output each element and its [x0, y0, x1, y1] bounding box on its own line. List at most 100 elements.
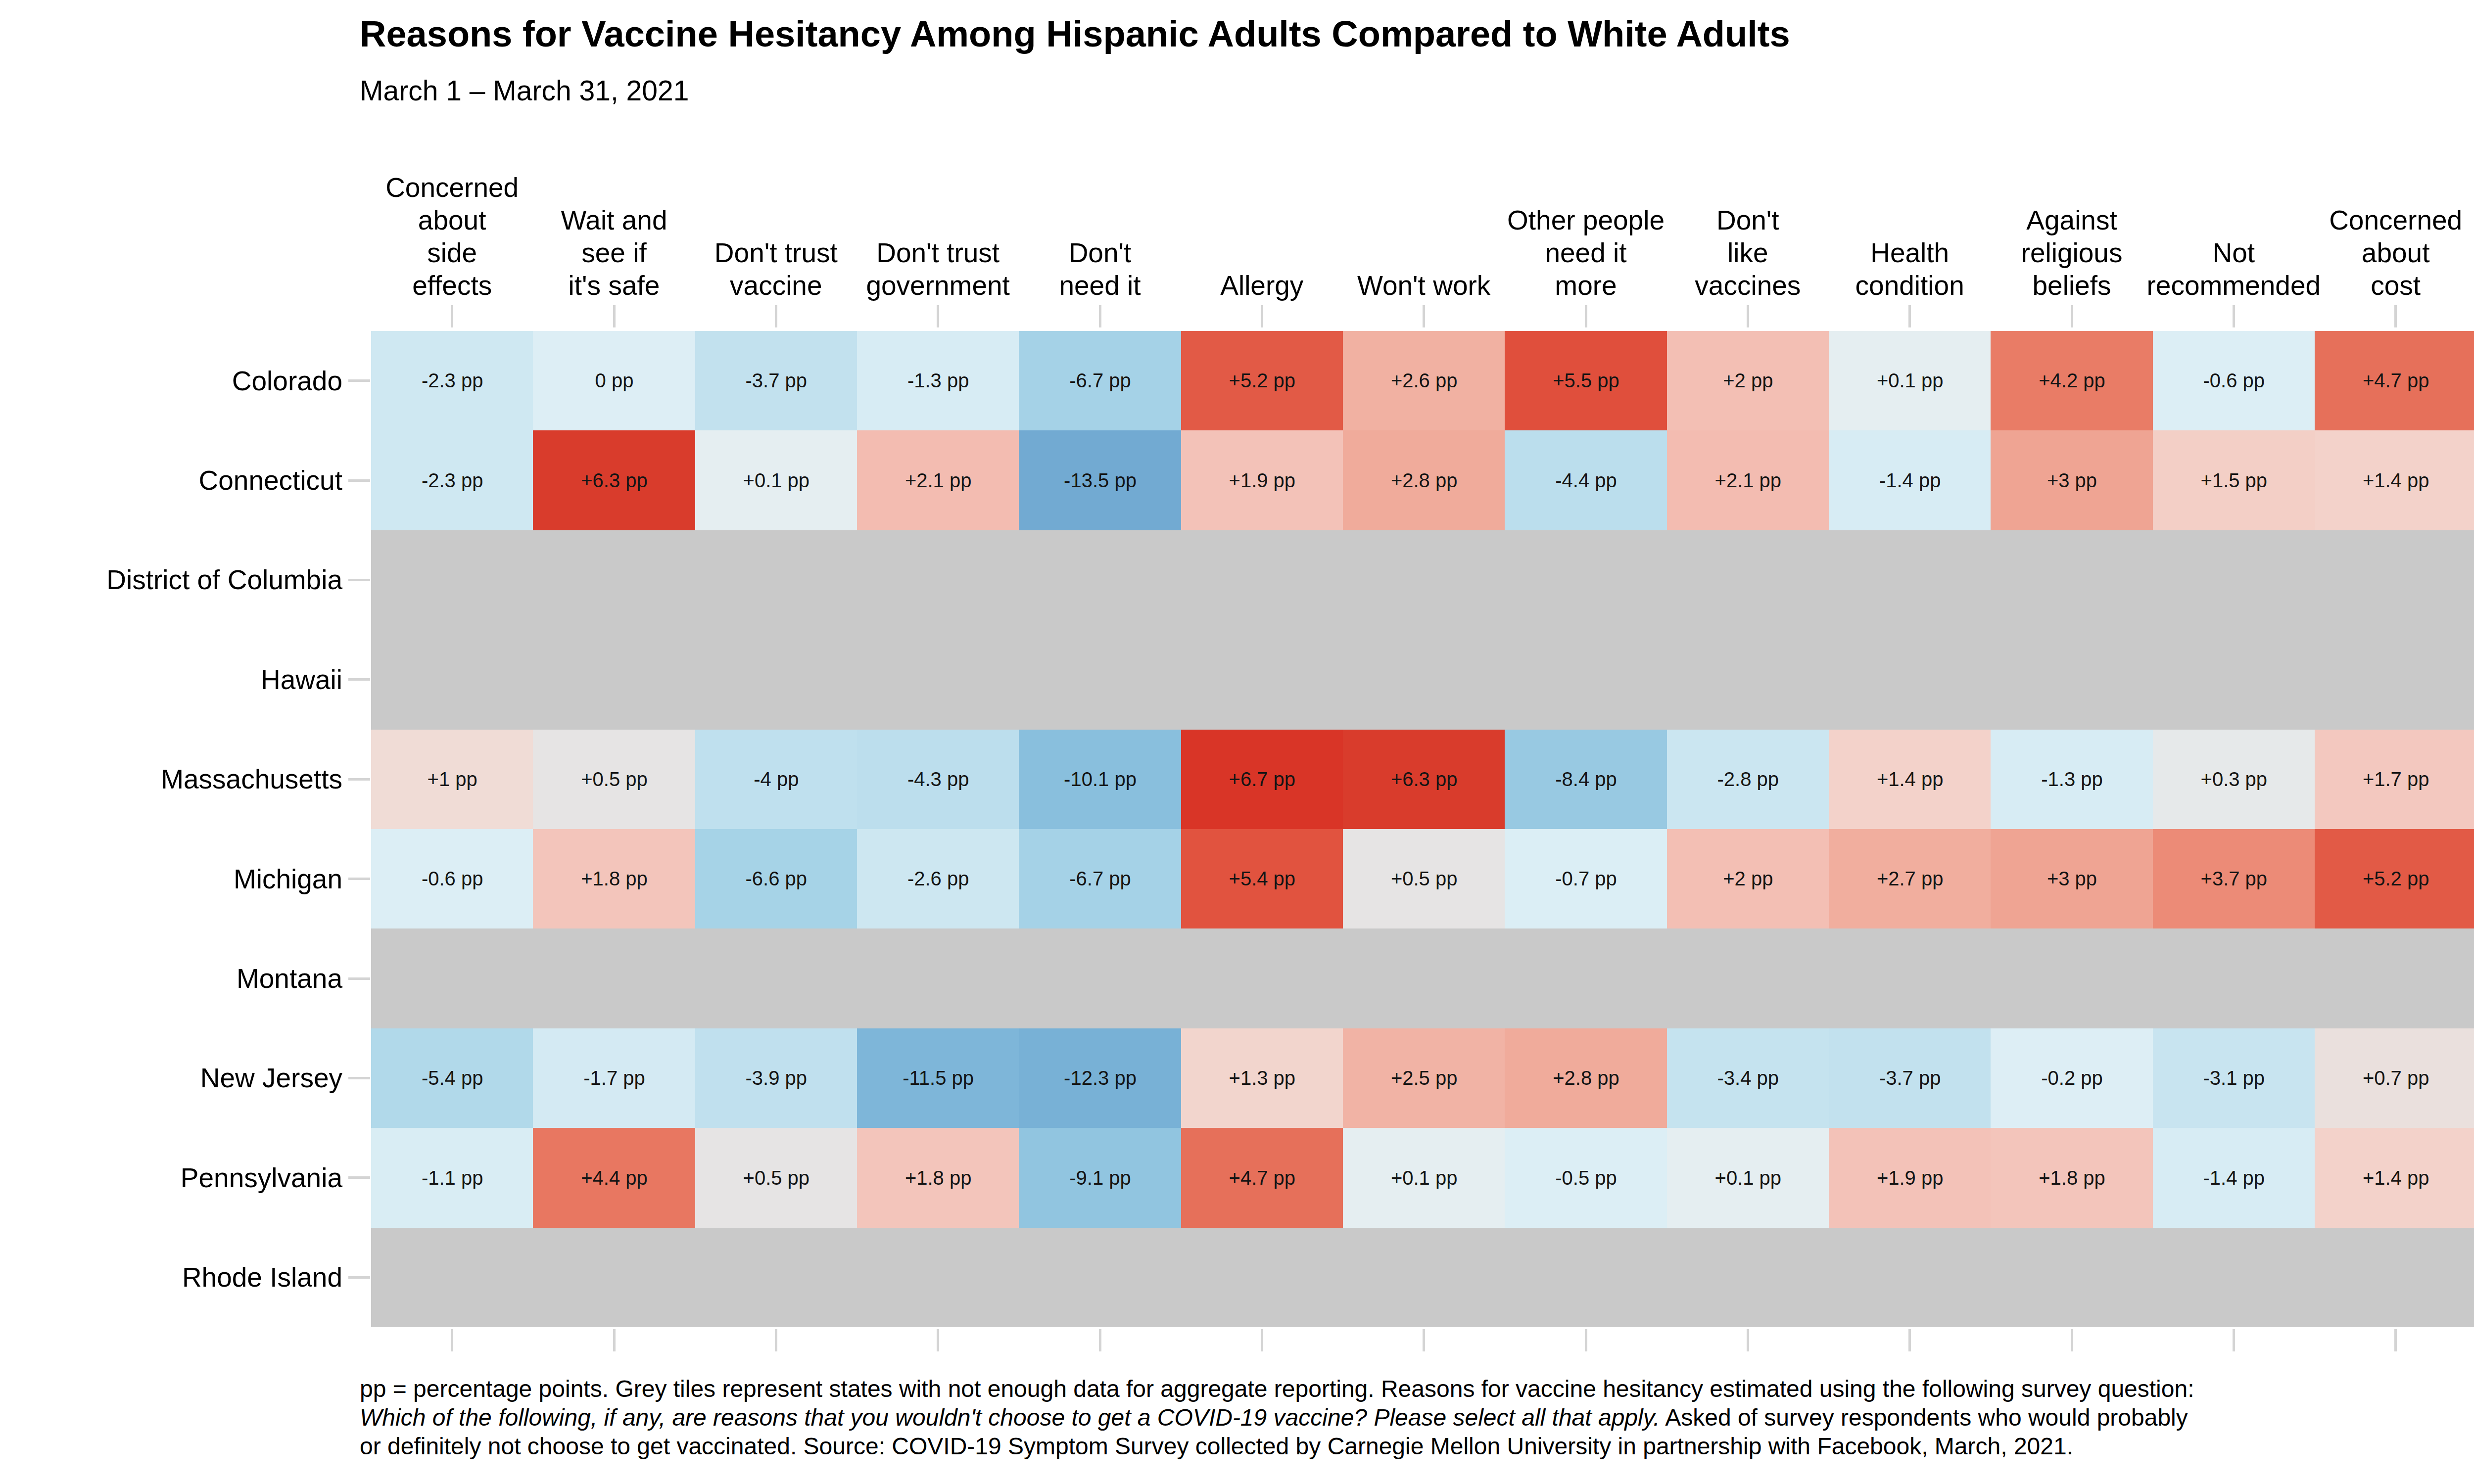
- top-tick: [1908, 305, 1911, 327]
- left-tick: [348, 878, 370, 880]
- bottom-tick: [1747, 1329, 1749, 1351]
- heatmap-cell: +0.1 pp: [1829, 331, 1991, 431]
- bottom-tick: [2071, 1329, 2073, 1351]
- column-header-13: Concerned about cost: [2315, 133, 2474, 302]
- column-header-5: Don't need it: [1019, 133, 1181, 302]
- column-header-2: Wait and see if it's safe: [533, 133, 695, 302]
- heatmap-cell: +1.8 pp: [1991, 1128, 2153, 1228]
- top-tick: [937, 305, 939, 327]
- heatmap-cell: +1.3 pp: [1181, 1028, 1343, 1128]
- bottom-tick: [2394, 1329, 2397, 1351]
- left-tick: [348, 1077, 370, 1079]
- vaccine-hesitancy-heatmap-page: { "chart_data": { "type": "heatmap", "ti…: [0, 0, 2474, 1484]
- heatmap-cell: +2.5 pp: [1343, 1028, 1505, 1128]
- heatmap-cell: -1.3 pp: [1991, 730, 2153, 830]
- heatmap-cell: -0.5 pp: [1505, 1128, 1667, 1228]
- row-label-connecticut: Connecticut: [0, 430, 342, 530]
- heatmap-cell: -3.1 pp: [2153, 1028, 2315, 1128]
- top-tick: [1747, 305, 1749, 327]
- top-tick: [2394, 305, 2397, 327]
- bottom-tick: [451, 1329, 453, 1351]
- bottom-tick: [775, 1329, 777, 1351]
- heatmap-cell: -12.3 pp: [1019, 1028, 1181, 1128]
- heatmap-cell: +2.7 pp: [1829, 829, 1991, 929]
- heatmap-cell: +2.1 pp: [1667, 430, 1829, 530]
- heatmap-cell: +1.9 pp: [1829, 1128, 1991, 1228]
- heatmap-cell: +2 pp: [1667, 331, 1829, 431]
- heatmap-cell: +4.4 pp: [533, 1128, 695, 1228]
- heatmap-cell: -10.1 pp: [1019, 730, 1181, 830]
- heatmap-cell: -0.6 pp: [2153, 331, 2315, 431]
- top-tick: [1423, 305, 1425, 327]
- top-tick: [2233, 305, 2235, 327]
- heatmap-cell: -1.4 pp: [1829, 430, 1991, 530]
- heatmap-cell: +3 pp: [1991, 430, 2153, 530]
- column-header-3: Don't trust vaccine: [695, 133, 857, 302]
- row-label-new-jersey: New Jersey: [0, 1028, 342, 1128]
- heatmap-cell: +2.6 pp: [1343, 331, 1505, 431]
- row-label-massachusetts: Massachusetts: [0, 730, 342, 829]
- heatmap-cell: +1.9 pp: [1181, 430, 1343, 530]
- top-tick: [1099, 305, 1101, 327]
- column-header-12: Not recommended: [2153, 133, 2315, 302]
- heatmap-cell: +6.7 pp: [1181, 730, 1343, 830]
- heatmap-cell: -3.7 pp: [695, 331, 857, 431]
- heatmap-cell: -0.6 pp: [371, 829, 533, 929]
- top-tick: [613, 305, 616, 327]
- heatmap-cell: -1.7 pp: [533, 1028, 695, 1128]
- heatmap-cell: -13.5 pp: [1019, 430, 1181, 530]
- heatmap-cell: +1.8 pp: [533, 829, 695, 929]
- no-data-row: [371, 630, 2474, 730]
- top-tick: [775, 305, 777, 327]
- heatmap-cell: +0.1 pp: [1343, 1128, 1505, 1228]
- heatmap-cell: -0.7 pp: [1505, 829, 1667, 929]
- footnote-line-2-rest: Asked of survey respondents who would pr…: [1660, 1404, 2188, 1431]
- heatmap-cell: -4.3 pp: [857, 730, 1019, 830]
- heatmap-cell: -1.1 pp: [371, 1128, 533, 1228]
- heatmap-cell: +1.4 pp: [2315, 430, 2474, 530]
- heatmap-cell: +6.3 pp: [1343, 730, 1505, 830]
- heatmap-cell: +0.1 pp: [1667, 1128, 1829, 1228]
- top-tick: [451, 305, 453, 327]
- heatmap-cell: -3.9 pp: [695, 1028, 857, 1128]
- heatmap-cell: +0.1 pp: [695, 430, 857, 530]
- heatmap-cell: +1 pp: [371, 730, 533, 830]
- chart-title: Reasons for Vaccine Hesitancy Among Hisp…: [360, 13, 1790, 55]
- left-tick: [348, 977, 370, 980]
- heatmap-cell: +3.7 pp: [2153, 829, 2315, 929]
- heatmap-cell: +1.4 pp: [1829, 730, 1991, 830]
- heatmap-cell: -3.4 pp: [1667, 1028, 1829, 1128]
- heatmap-cell: -1.4 pp: [2153, 1128, 2315, 1228]
- heatmap-cell: +5.5 pp: [1505, 331, 1667, 431]
- heatmap-cell: +0.5 pp: [1343, 829, 1505, 929]
- footnote-survey-question: Which of the following, if any, are reas…: [360, 1404, 1660, 1431]
- heatmap-cell: +5.4 pp: [1181, 829, 1343, 929]
- row-label-rhode-island: Rhode Island: [0, 1228, 342, 1327]
- top-tick: [2071, 305, 2073, 327]
- heatmap-cell: -4.4 pp: [1505, 430, 1667, 530]
- top-tick: [1585, 305, 1587, 327]
- heatmap-cell: -5.4 pp: [371, 1028, 533, 1128]
- no-data-row: [371, 530, 2474, 630]
- bottom-tick: [937, 1329, 939, 1351]
- left-tick: [348, 1176, 370, 1179]
- column-header-11: Against religious beliefs: [1991, 133, 2152, 302]
- row-label-montana: Montana: [0, 928, 342, 1028]
- column-header-9: Don't like vaccines: [1667, 133, 1829, 302]
- chart-footnote: pp = percentage points. Grey tiles repre…: [360, 1375, 2194, 1461]
- heatmap-cell: +1.7 pp: [2315, 730, 2474, 830]
- footnote-line-1: pp = percentage points. Grey tiles repre…: [360, 1375, 2194, 1403]
- heatmap-cell: +5.2 pp: [2315, 829, 2474, 929]
- column-header-6: Allergy: [1181, 133, 1343, 302]
- heatmap-cell: -2.3 pp: [371, 430, 533, 530]
- heatmap-cell: -6.7 pp: [1019, 829, 1181, 929]
- heatmap-cell: +2.1 pp: [857, 430, 1019, 530]
- heatmap-cell: +3 pp: [1991, 829, 2153, 929]
- no-data-row: [371, 1228, 2474, 1328]
- left-tick: [348, 379, 370, 382]
- bottom-tick: [1261, 1329, 1263, 1351]
- heatmap-cell: +1.8 pp: [857, 1128, 1019, 1228]
- column-header-7: Won't work: [1343, 133, 1505, 302]
- heatmap-cell: -6.6 pp: [695, 829, 857, 929]
- heatmap-cell: +2 pp: [1667, 829, 1829, 929]
